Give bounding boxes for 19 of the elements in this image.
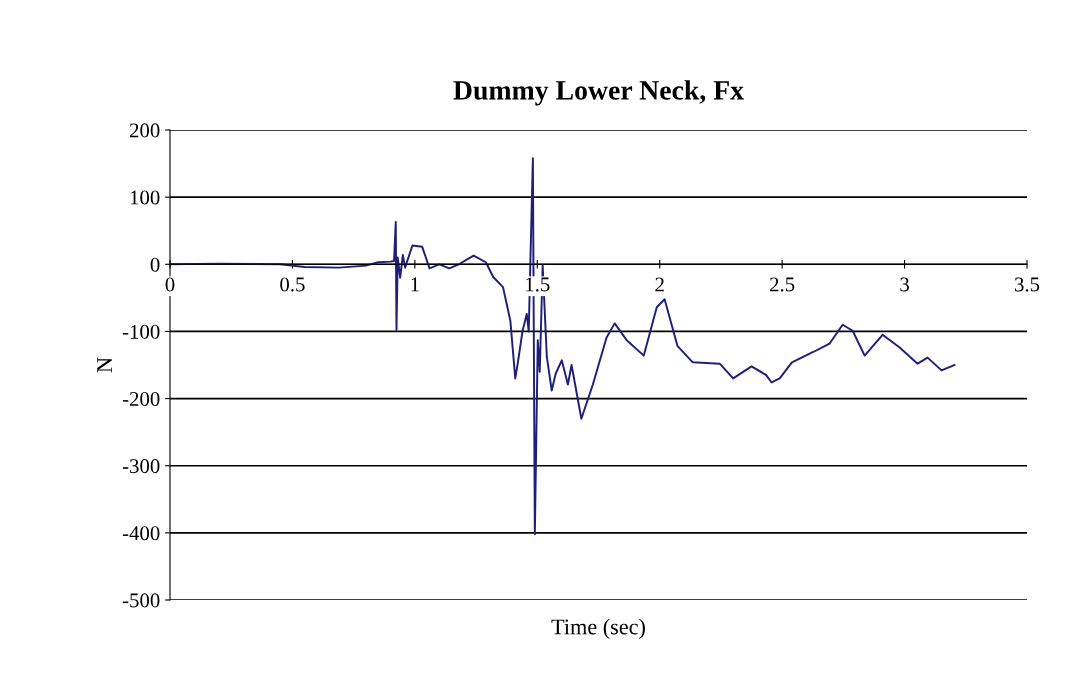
y-tick-label: 200 bbox=[129, 123, 160, 138]
y-tick-label: -400 bbox=[122, 526, 160, 541]
x-tick-label: 2.5 bbox=[770, 277, 795, 292]
chart-title: Dummy Lower Neck, Fx bbox=[453, 80, 744, 106]
x-tick-label: 3.5 bbox=[1014, 277, 1040, 292]
x-tick-label: 1 bbox=[411, 277, 419, 292]
x-axis-title: Time (sec) bbox=[551, 618, 645, 639]
y-axis-title: N bbox=[97, 357, 112, 373]
y-tick-label: -200 bbox=[122, 391, 160, 406]
y-tick-label: -300 bbox=[122, 459, 160, 474]
x-tick-label: 1.5 bbox=[526, 277, 550, 292]
y-tick-label: 0 bbox=[150, 257, 160, 272]
x-tick-label: 0.5 bbox=[280, 277, 305, 292]
x-tick-label: 0 bbox=[165, 277, 175, 292]
x-tick-label: 3 bbox=[900, 277, 909, 292]
y-tick-label: 100 bbox=[130, 190, 160, 205]
x-tick-label: 2 bbox=[655, 277, 664, 292]
y-tick-label: -100 bbox=[122, 324, 160, 339]
y-tick-label: -500 bbox=[122, 593, 160, 608]
